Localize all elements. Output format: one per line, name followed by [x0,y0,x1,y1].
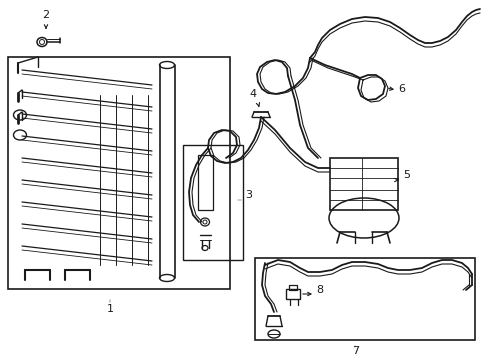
Text: 3: 3 [244,190,251,200]
Bar [288,285,296,290]
Ellipse shape [159,62,174,68]
Bar [183,145,243,260]
Text: 4: 4 [249,89,256,99]
Text: 6: 6 [397,84,404,94]
Text: 1: 1 [107,304,114,314]
Text: 2: 2 [42,10,49,20]
Bar [329,158,397,210]
Ellipse shape [14,130,26,140]
Text: 5: 5 [402,170,409,180]
Text: 7: 7 [351,346,358,356]
Bar [254,258,474,340]
Text: 8: 8 [315,285,323,295]
Ellipse shape [159,274,174,282]
Bar [198,155,213,210]
Ellipse shape [14,110,26,120]
Bar [8,57,229,289]
Bar [285,289,299,299]
